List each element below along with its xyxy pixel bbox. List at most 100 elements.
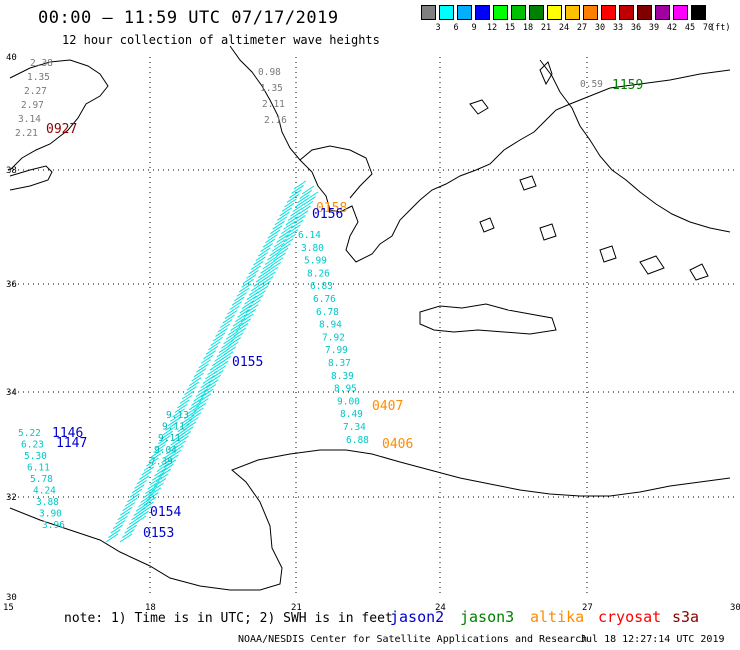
altimeter-tracks (105, 180, 319, 543)
track-tick (148, 453, 162, 462)
track-tick (236, 287, 250, 297)
track-tick (112, 520, 126, 530)
track-tick (156, 463, 170, 472)
track-tick (301, 185, 315, 195)
scale-swatch (475, 5, 490, 20)
track-tick (191, 397, 204, 406)
track-tick (241, 278, 254, 288)
track-tick (141, 501, 154, 511)
pass-time-label: 1159 (612, 78, 643, 93)
lon-label: 24 (435, 603, 446, 613)
track-tick (131, 484, 145, 494)
track-tick (178, 431, 192, 440)
track-tick (205, 345, 219, 355)
track-tick (120, 506, 133, 516)
track-tick (135, 502, 149, 512)
track-tick (105, 533, 119, 543)
track-tick (280, 238, 294, 248)
track-tick (294, 198, 308, 208)
track-tick (243, 274, 257, 284)
swh-value: 8.95 (334, 384, 357, 395)
track-tick (150, 448, 164, 458)
track-tick (274, 216, 288, 226)
track-tick (258, 280, 271, 290)
track-tick (269, 247, 283, 257)
track-tick (162, 426, 176, 436)
swh-value: 9.11 (162, 422, 185, 433)
track-tick (136, 475, 150, 485)
track-tick (179, 419, 193, 428)
track-tick (221, 339, 234, 349)
scale-unit: (ft) (710, 23, 731, 33)
track-tick (267, 229, 281, 239)
scale-swatch (511, 5, 526, 20)
track-tick (248, 299, 261, 309)
swh-value: 6.11 (27, 463, 50, 474)
track-tick (201, 388, 214, 398)
scale-label: 36 (630, 23, 642, 33)
track-tick (206, 379, 219, 389)
track-tick (115, 515, 128, 525)
scale-label: 15 (504, 23, 516, 33)
swh-value: 7.34 (343, 422, 366, 433)
scale-label: 18 (522, 23, 534, 33)
scale-swatch (637, 5, 652, 20)
track-tick (124, 497, 138, 507)
track-tick (186, 405, 200, 415)
satellite-cryosat: cryosat (598, 608, 662, 626)
track-tick (129, 488, 143, 498)
color-scale: 3 6 9 12 15 18 21 24 27 30 33 36 39 42 45 70 (ft) (421, 5, 730, 37)
track-tick (225, 330, 239, 340)
track-tick (246, 269, 259, 279)
track-tick (288, 189, 302, 199)
track-tick (262, 238, 276, 248)
pass-time-label: 0406 (382, 437, 413, 452)
track-tick (279, 207, 292, 217)
track-tick (253, 256, 266, 266)
track-tick (290, 207, 303, 217)
timestamp-text: Jul 18 12:27:14 UTC 2019 (580, 634, 725, 645)
track-tick (260, 264, 273, 274)
track-tick (186, 416, 199, 426)
swh-value: 8.37 (328, 358, 351, 369)
swh-value: 2.16 (264, 115, 287, 126)
track-tick (262, 260, 276, 270)
swh-value: 5.78 (30, 474, 53, 485)
scale-swatch (547, 5, 562, 20)
track-tick (127, 493, 140, 503)
track-tick (210, 336, 223, 346)
track-tick (305, 191, 319, 201)
track-tick (285, 216, 299, 226)
track-tick (193, 392, 206, 402)
scale-label: 33 (612, 23, 624, 33)
track-tick (203, 350, 216, 360)
scale-label: 6 (453, 23, 459, 33)
track-tick (233, 327, 246, 337)
swh-value: 3.80 (301, 243, 324, 254)
track-tick (149, 476, 163, 486)
track-tick (122, 502, 135, 512)
swh-value: 8.49 (340, 409, 363, 420)
swh-value: 8.94 (319, 320, 342, 331)
track-tick (270, 257, 284, 267)
swh-value: 5.22 (18, 428, 41, 439)
track-tick (234, 313, 248, 323)
track-tick (161, 463, 174, 473)
track-tick (168, 449, 182, 459)
scale-swatch (691, 5, 706, 20)
scale-label: 27 (576, 23, 588, 33)
swh-value: 0.98 (258, 67, 281, 78)
track-tick (230, 322, 243, 331)
track-tick (297, 194, 310, 204)
track-tick (188, 401, 202, 411)
lat-label: 36 (6, 280, 17, 290)
track-tick (156, 473, 169, 483)
scale-swatch (601, 5, 616, 20)
swh-value: 9.00 (337, 396, 360, 407)
lat-label: 38 (6, 166, 17, 176)
track-tick (189, 377, 202, 387)
track-tick (133, 515, 147, 525)
track-tick (286, 193, 300, 203)
track-tick (234, 292, 247, 302)
